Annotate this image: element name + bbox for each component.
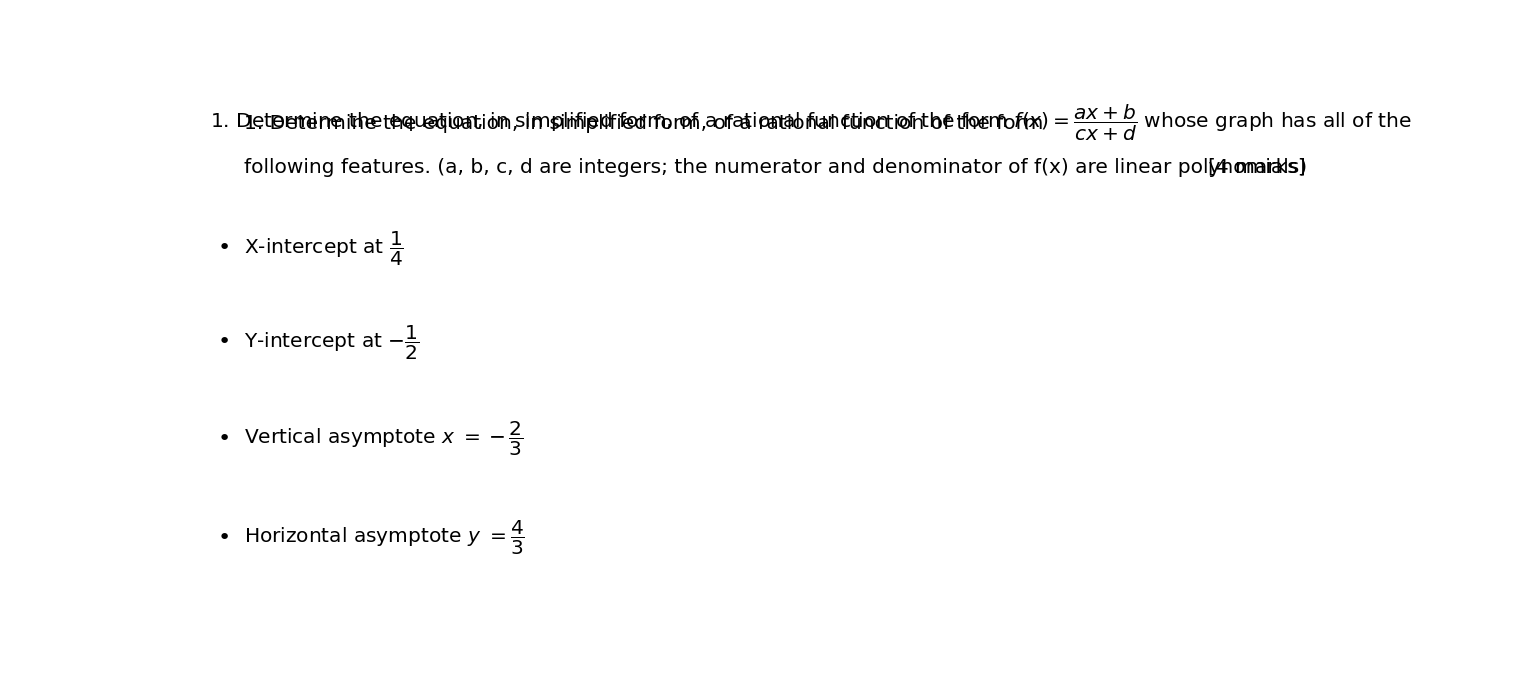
Text: Vertical asymptote $\mathit{x}$ $= -\dfrac{2}{3}$: Vertical asymptote $\mathit{x}$ $= -\dfr… bbox=[244, 420, 524, 458]
Text: •: • bbox=[218, 429, 231, 449]
Text: •: • bbox=[218, 528, 231, 548]
Text: 1. Determine the equation, in simplified form, of a rational function of the for: 1. Determine the equation, in simplified… bbox=[244, 114, 1049, 133]
Text: following features. (a, b, c, d are integers; the numerator and denominator of f: following features. (a, b, c, d are inte… bbox=[244, 158, 1307, 177]
Text: •: • bbox=[218, 332, 231, 353]
Text: [4 marks]: [4 marks] bbox=[1207, 158, 1305, 177]
Text: Horizontal asymptote $\mathit{y}$ $= \dfrac{4}{3}$: Horizontal asymptote $\mathit{y}$ $= \df… bbox=[244, 519, 524, 557]
Text: •: • bbox=[218, 239, 231, 258]
Text: X-intercept at $\dfrac{1}{4}$: X-intercept at $\dfrac{1}{4}$ bbox=[244, 229, 403, 268]
Text: 1. Determine the equation, in simplified form, of a rational function of the for: 1. Determine the equation, in simplified… bbox=[210, 103, 1413, 143]
Text: Y-intercept at $-\dfrac{1}{2}$: Y-intercept at $-\dfrac{1}{2}$ bbox=[244, 323, 420, 361]
